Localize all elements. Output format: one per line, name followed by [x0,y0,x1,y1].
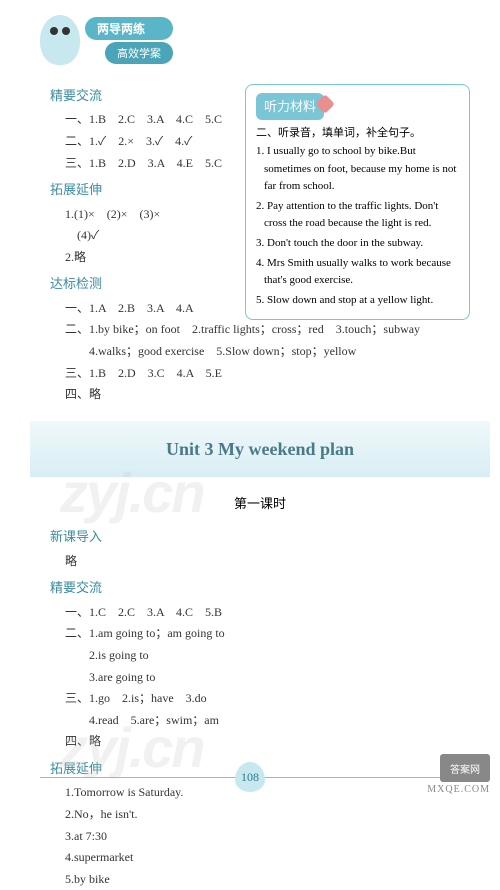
listening-content: 二、听录音，填单词，补全句子。 1. I usually go to schoo… [256,125,459,309]
section-title: 精要交流 [50,84,250,107]
section-title: 精要交流 [50,576,470,599]
answer-line: 4.supermarket [50,847,470,869]
left-column: 精要交流 一、1.B 2.C 3.A 4.C 5.C 二、1.✓ 2.× 3.✓… [50,84,250,319]
page-number: 108 [235,762,265,792]
listening-box: 听力材料 二、听录音，填单词，补全句子。 1. I usually go to … [245,84,470,320]
lesson-title: 第一课时 [50,492,470,515]
answer-line: 3.at 7:30 [50,826,470,848]
site-url: MXQE.COM [427,784,490,795]
listening-item: 2. Pay attention to the traffic lights. … [256,198,459,233]
mascot-icon [40,15,80,65]
answer-line: 2.is going to [50,645,470,667]
answer-line: 3.are going to [50,667,470,689]
listening-intro: 二、听录音，填单词，补全句子。 [256,125,459,143]
answer-line: 一、1.C 2.C 3.A 4.C 5.B [50,602,470,624]
bottom-watermark: 答案网 MXQE.COM [427,754,490,795]
answer-line: 一、1.B 2.C 3.A 4.C 5.C [50,109,250,131]
listening-item: 5. Slow down and stop at a yellow light. [256,292,459,310]
qr-badge: 答案网 [440,754,490,782]
unit-title: Unit 3 My weekend plan [30,421,490,477]
listening-item: 3. Don't touch the door in the subway. [256,235,459,253]
listening-header: 听力材料 [256,93,324,120]
answer-line: 四、略 [50,384,470,406]
answer-line: 略 [50,551,470,573]
answer-line: 三、1.B 2.D 3.C 4.A 5.E [50,363,470,385]
answer-line: 三、1.go 2.is；have 3.do [50,688,470,710]
badge-labels: 两导两练 高效学案 [85,17,173,64]
section-title: 达标检测 [50,272,250,295]
answer-line: 二、1.by bike；on foot 2.traffic lights；cro… [50,319,470,341]
listening-item: 1. I usually go to school by bike.But so… [256,143,459,196]
answer-line: 1.(1)× (2)× (3)× [50,204,250,226]
answer-line: 四、略 [50,731,470,753]
answer-line: 2.略 [50,247,250,269]
answer-line: 2.No，he isn't. [50,804,470,826]
section-title: 拓展延伸 [50,178,250,201]
badge-bottom: 高效学案 [105,42,173,64]
badge-top: 两导两练 [85,17,173,40]
answer-line: 5.by bike [50,869,470,890]
answer-line: (4)✓ [50,225,250,247]
answer-line: 二、1.am going to；am going to [50,623,470,645]
answer-line: 二、1.✓ 2.× 3.✓ 4.✓ [50,131,250,153]
section-title: 新课导入 [50,525,470,548]
answer-line: 4.read 5.are；swim；am [50,710,470,732]
listening-item: 4. Mrs Smith usually walks to work becau… [256,255,459,290]
header-badge: 两导两练 高效学案 [40,15,173,65]
answer-line: 三、1.B 2.D 3.A 4.E 5.C [50,153,250,175]
answer-line: 一、1.A 2.B 3.A 4.A [50,298,250,320]
answer-line: 4.walks；good exercise 5.Slow down；stop；y… [50,341,470,363]
